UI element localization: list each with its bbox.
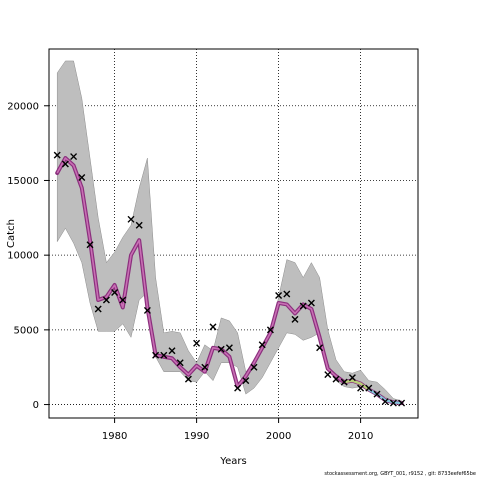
observed-point: [111, 289, 119, 297]
estimate-line-tail-end: [368, 388, 402, 405]
observed-point: [102, 296, 110, 304]
observed-point: [119, 296, 127, 304]
observed-point: [242, 377, 250, 385]
observed-point: [398, 399, 406, 407]
confidence-band-area: [56, 60, 402, 404]
x-tick-label: 2010: [348, 431, 373, 442]
plot-frame: [48, 48, 419, 419]
y-axis-title: Catch: [6, 219, 17, 248]
observed-point: [143, 306, 151, 314]
observed-point: [324, 371, 332, 379]
observed-point: [70, 153, 78, 161]
observed-point: [316, 344, 324, 352]
observed-point: [250, 363, 258, 371]
y-tick-label: 10000: [7, 251, 39, 262]
observed-point: [357, 384, 365, 392]
y-axis: 0 5000 10000 15000 20000: [7, 101, 49, 411]
observed-point: [78, 173, 86, 181]
observed-point: [61, 160, 69, 168]
footer-credit: stockassessment.org, GBYT_001, r9152 , g…: [324, 471, 476, 477]
observed-point: [258, 341, 266, 349]
observed-point: [332, 375, 340, 383]
observed-point: [348, 374, 356, 382]
observed-point: [389, 399, 397, 407]
y-tick-label: 20000: [7, 101, 39, 112]
x-tick-label: 1990: [184, 431, 209, 442]
observed-catch-points: [53, 151, 406, 407]
observed-point: [201, 363, 209, 371]
confidence-band: [56, 60, 402, 404]
x-axis: 1980 1990 2000 2010: [102, 418, 373, 442]
observed-point: [86, 241, 94, 249]
observed-point: [291, 315, 299, 323]
observed-point: [209, 323, 217, 331]
observed-point: [225, 344, 233, 352]
observed-point: [381, 398, 389, 406]
observed-point: [307, 299, 315, 307]
x-tick-label: 1980: [102, 431, 127, 442]
observed-point: [160, 351, 168, 359]
observed-point: [266, 326, 274, 334]
observed-point: [193, 339, 201, 347]
observed-point: [365, 384, 373, 392]
observed-point: [275, 292, 283, 299]
observed-point: [299, 302, 307, 310]
y-tick-label: 15000: [7, 176, 39, 187]
observed-point: [135, 221, 143, 229]
observed-point: [373, 390, 381, 398]
observed-point: [184, 375, 192, 383]
observed-point: [168, 347, 176, 355]
observed-point: [127, 215, 135, 223]
observed-point: [217, 345, 225, 353]
observed-point: [152, 351, 160, 359]
x-tick-label: 2000: [266, 431, 291, 442]
observed-point: [283, 290, 291, 298]
observed-point: [176, 359, 184, 367]
observed-point: [94, 305, 102, 313]
estimate-line-tail-mid: [343, 379, 370, 391]
y-tick-label: 5000: [14, 325, 39, 336]
observed-point: [234, 384, 242, 392]
observed-point: [53, 151, 61, 159]
observed-point: [340, 378, 348, 386]
y-tick-label: 0: [33, 400, 39, 411]
x-axis-title: Years: [219, 456, 246, 467]
